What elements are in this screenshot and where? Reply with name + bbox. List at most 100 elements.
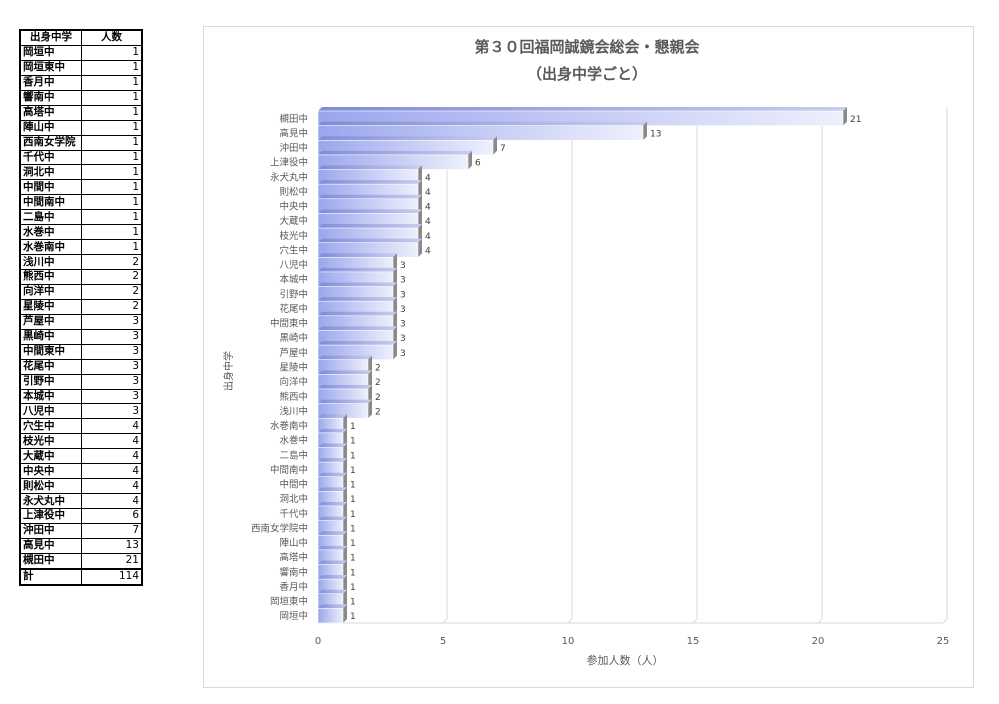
category-label: 枝光中 xyxy=(279,230,308,242)
data-label: 1 xyxy=(350,510,356,520)
bar-top-face xyxy=(318,472,347,477)
school-name-cell: 本城中 xyxy=(19,388,82,405)
x-tick-label: 0 xyxy=(315,636,321,647)
bar-top-face xyxy=(318,150,472,155)
bar-side-face xyxy=(343,604,347,623)
count-cell: 4 xyxy=(81,418,143,435)
gridline-floor xyxy=(817,618,823,624)
bar-side-face xyxy=(418,224,422,243)
table-row: 高見中 13 xyxy=(19,537,143,554)
chart-title: 第３０回福岡誠鏡会総会・懇親会 xyxy=(474,38,699,56)
data-label: 1 xyxy=(350,583,356,593)
data-label: 1 xyxy=(350,554,356,564)
bar-top-face xyxy=(318,311,397,316)
bar-top-face xyxy=(318,341,397,346)
table-row: 本城中 3 xyxy=(19,388,143,405)
bar-side-face xyxy=(643,121,647,141)
school-name-cell: 永犬丸中 xyxy=(19,493,82,509)
school-name-cell: 浅川中 xyxy=(19,254,82,270)
category-label: 花尾中 xyxy=(279,303,308,315)
count-cell: 1 xyxy=(81,224,143,241)
data-label: 7 xyxy=(500,144,506,154)
total-row: 計 114 xyxy=(19,567,143,586)
school-name-cell: 水巻中 xyxy=(19,224,82,241)
category-label: 西南女学院中 xyxy=(251,522,308,534)
table-row: 中間南中 1 xyxy=(19,194,143,211)
data-label: 4 xyxy=(425,217,431,227)
bar-side-face xyxy=(393,326,397,346)
school-name-cell: 向洋中 xyxy=(19,283,82,300)
bar-side-face xyxy=(493,136,497,155)
table-row: 上津役中 6 xyxy=(19,508,143,524)
bar-side-face xyxy=(343,414,347,433)
category-label: 熊西中 xyxy=(279,391,308,403)
school-name-cell: 槻田中 xyxy=(19,552,82,570)
table-row: 陣山中 1 xyxy=(19,119,143,136)
bar-top-face xyxy=(318,209,422,214)
category-label: 中間東中 xyxy=(270,318,308,330)
chart-subtitle: （出身中学ごと） xyxy=(527,65,647,83)
data-label: 2 xyxy=(375,378,381,388)
count-cell: 1 xyxy=(81,119,143,136)
x-tick-label: 25 xyxy=(937,636,950,647)
data-label: 13 xyxy=(650,129,661,139)
data-label: 2 xyxy=(375,393,381,403)
table-row: 黒崎中 3 xyxy=(19,328,143,345)
x-tick-label: 5 xyxy=(440,636,446,647)
bar-top-face xyxy=(318,326,397,331)
bar-side-face xyxy=(468,150,472,170)
bar-top-face xyxy=(318,501,347,506)
table-row: 中央中 4 xyxy=(19,463,143,480)
bar-side-face xyxy=(343,531,347,550)
table-row: 向洋中 2 xyxy=(19,283,143,300)
bar-top-face xyxy=(318,282,397,287)
bar-side-face xyxy=(368,384,372,404)
table-row: 八児中 3 xyxy=(19,403,143,420)
bar-top-face xyxy=(318,355,372,360)
y-axis-label: 出身中学 xyxy=(222,351,235,391)
category-label: 響南中 xyxy=(279,566,308,578)
count-cell: 2 xyxy=(81,298,143,315)
category-label: 水巻中 xyxy=(279,435,308,447)
category-label: 沖田中 xyxy=(279,142,308,154)
bar-top-face xyxy=(318,121,647,126)
count-cell: 1 xyxy=(81,209,143,226)
count-cell: 21 xyxy=(81,552,143,570)
data-label: 3 xyxy=(400,320,406,330)
bar-top-face xyxy=(318,399,372,404)
school-name-cell: 引野中 xyxy=(19,373,82,390)
bar-side-face xyxy=(343,443,347,463)
category-label: 星陵中 xyxy=(279,362,308,374)
bar-top-face xyxy=(318,136,497,141)
bar-top-face xyxy=(318,267,397,272)
category-label: 黒崎中 xyxy=(279,332,308,344)
category-label: 本城中 xyxy=(279,274,308,286)
count-cell: 3 xyxy=(81,403,143,420)
bar-side-face xyxy=(343,545,347,565)
count-cell: 1 xyxy=(81,134,143,151)
category-label: 千代中 xyxy=(279,508,308,520)
school-name-cell: 沖田中 xyxy=(19,522,82,539)
bar-side-face xyxy=(393,253,397,272)
category-label: 二島中 xyxy=(279,449,308,461)
bar-side-face xyxy=(393,341,397,360)
table-row: 引野中 3 xyxy=(19,373,143,390)
data-label: 1 xyxy=(350,451,356,461)
table-row: 水巻南中 1 xyxy=(19,239,143,256)
table-row: 千代中 1 xyxy=(19,149,143,166)
bar-top-face xyxy=(318,575,347,580)
data-label: 1 xyxy=(350,568,356,578)
bar-top-face xyxy=(318,238,422,243)
category-label: 高塔中 xyxy=(279,552,308,564)
bar-top-face xyxy=(318,297,397,302)
school-name-cell: 黒崎中 xyxy=(19,328,82,345)
category-label: 芦屋中 xyxy=(279,347,308,359)
bar-side-face xyxy=(393,297,397,316)
school-name-cell: 二島中 xyxy=(19,209,82,226)
count-cell: 13 xyxy=(81,537,143,554)
x-tick-label: 15 xyxy=(687,636,700,647)
data-label: 3 xyxy=(400,276,406,286)
table-row: 永犬丸中 4 xyxy=(19,493,143,509)
bar-side-face xyxy=(368,355,372,375)
bar-top-face xyxy=(318,589,347,594)
